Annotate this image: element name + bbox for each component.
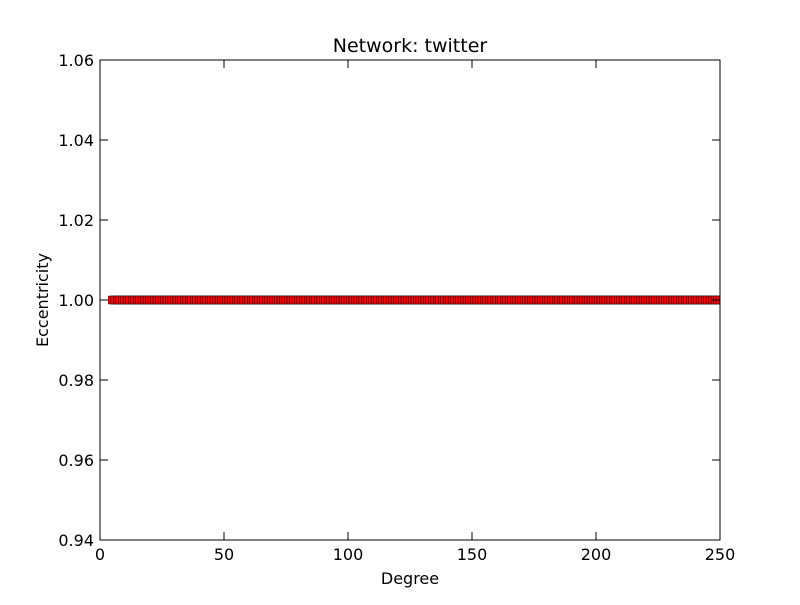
- x-tick-label: 0: [95, 545, 105, 564]
- chart-title: Network: twitter: [333, 35, 488, 57]
- x-tick-label: 250: [705, 545, 736, 564]
- y-axis-title: Eccentricity: [33, 253, 52, 347]
- x-tick-label: 150: [457, 545, 488, 564]
- x-axis-title: Degree: [381, 569, 439, 588]
- data-markers: [108, 295, 720, 305]
- y-tick-label: 1.06: [58, 51, 94, 70]
- y-tick-label: 1.00: [58, 291, 94, 310]
- y-tick-label: 0.96: [58, 451, 94, 470]
- y-tick-label: 1.02: [58, 211, 94, 230]
- y-tick-label: 0.94: [58, 531, 94, 550]
- y-tick-label: 1.04: [58, 131, 94, 150]
- x-tick-label: 100: [333, 545, 364, 564]
- axis-ticks: 0 50 100 150 200 250 0.94 0.96 0.98 1.00 1.02 1.04 1…: [58, 51, 735, 564]
- x-tick-label: 200: [581, 545, 612, 564]
- x-tick-label: 50: [214, 545, 234, 564]
- y-tick-label: 0.98: [58, 371, 94, 390]
